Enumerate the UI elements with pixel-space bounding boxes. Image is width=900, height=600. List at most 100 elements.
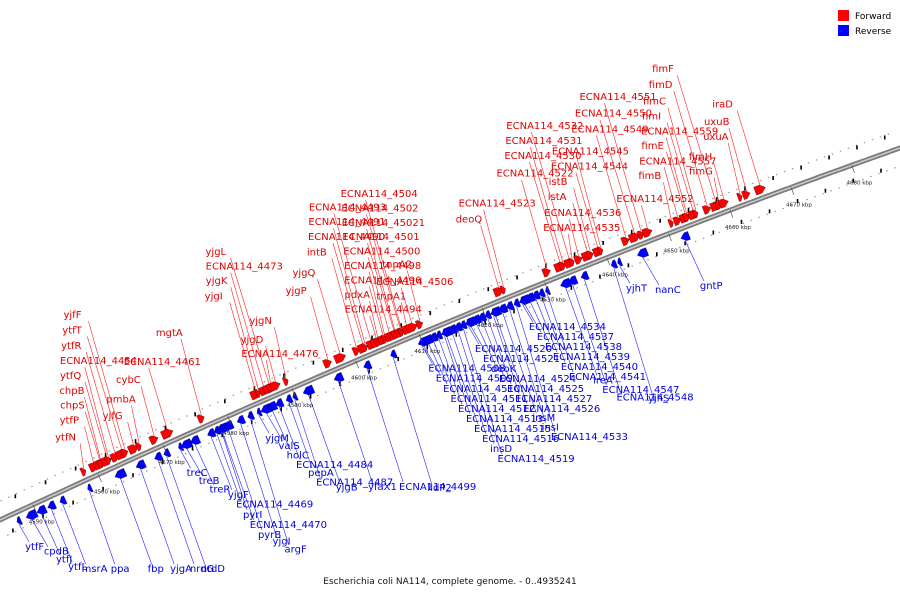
feature-marker — [712, 230, 715, 235]
tick-mark — [544, 282, 548, 291]
gene-arrow-nanc — [637, 247, 649, 258]
gene-label-ytfl: ytfL — [68, 562, 87, 573]
gene-label-ecna114-4516: ECNA114_4516 — [482, 434, 559, 445]
gene-arrow-ecna114-4524 — [478, 312, 488, 322]
gene-arrow-yjgd — [269, 381, 281, 392]
feature-marker — [516, 275, 518, 280]
feature-marker — [659, 218, 661, 223]
leader-line — [523, 303, 542, 333]
leader-line — [140, 468, 175, 565]
gene-label-ecna114-4511: ECNA114_4511 — [451, 394, 528, 405]
feature-marker — [570, 285, 573, 290]
gene-arrow-cybc — [148, 435, 159, 446]
gene-label-ecna114-4547: ECNA114_4547 — [602, 385, 679, 396]
gene-label-ecna114-4498: ECNA114_4498 — [344, 261, 421, 272]
leader-line — [462, 328, 502, 455]
gene-label-ecna114-4512: ECNA114_4512 — [458, 404, 535, 415]
leader-line — [446, 335, 479, 425]
legend-forward-label: Forward — [855, 12, 891, 22]
leader-line — [41, 513, 61, 555]
gene-label-ecna114-4559: ECNA114_4559 — [641, 126, 718, 137]
gene-arrow-yjff — [119, 448, 129, 458]
gene-label-ecna114-4502: ECNA114_4502 — [341, 203, 418, 214]
leader-line — [641, 205, 648, 230]
gene-arrow-nrdg — [154, 451, 164, 461]
gene-label-fimc: fimC — [643, 97, 666, 108]
leader-line — [258, 415, 270, 434]
gene-label-ecna114-4549: ECNA114_4549 — [571, 124, 648, 135]
gene-label-ytff: ytfF — [25, 542, 44, 553]
gene-arrow-ecna114-4551 — [636, 230, 645, 240]
gene-label-tnpa2: tnpA2 — [382, 260, 412, 271]
feature-marker — [283, 373, 285, 378]
gene-arrow-ecna114-4549 — [620, 236, 630, 247]
gene-label-uxub: uxuB — [704, 117, 730, 128]
leader-line — [229, 302, 257, 392]
leader-line — [230, 257, 270, 386]
gene-label-irad: iraD — [712, 100, 733, 111]
gene-label-ecna114-4521: ECNA114_4521 — [483, 354, 560, 365]
gene-label-trer: treR — [209, 485, 230, 496]
gene-arrow-ytfn — [79, 467, 87, 477]
tick-mark — [355, 360, 360, 369]
leader-line — [667, 107, 697, 211]
gene-arrow-fimd — [701, 205, 712, 215]
leader-line — [331, 258, 357, 348]
leader-line — [406, 270, 421, 322]
gene-arrow-ecna114-4547 — [567, 275, 579, 285]
tick-label: 4580 kbp — [223, 431, 249, 437]
gene-arrow-ytfl — [47, 500, 57, 510]
leader-line — [84, 397, 102, 461]
gene-arrow-ecna114-4512 — [435, 330, 444, 340]
leader-line — [89, 491, 116, 565]
gene-arrow-fimb — [667, 219, 674, 228]
gene-label-pyrb: pyrB — [258, 530, 281, 541]
gene-label-ecna114-4531: ECNA114_4531 — [505, 136, 582, 147]
gene-arrow-yjfg — [126, 444, 139, 455]
gene-arrow-fbp — [114, 468, 128, 479]
leader-line — [250, 419, 289, 545]
leader-line — [230, 287, 259, 391]
tick-label: 4600 kbp — [351, 376, 377, 382]
gene-arrow-yjgi — [236, 414, 247, 425]
leader-line — [470, 325, 488, 355]
feature-marker — [602, 241, 604, 246]
gene-arrow-yjhs — [610, 259, 619, 269]
gene-label-ecna114-4491: ECNA114_4491 — [308, 217, 385, 228]
feature-marker — [458, 299, 461, 304]
gene-label-yjgl: yjgL — [206, 247, 227, 258]
leader-line — [166, 456, 205, 565]
feature-marker — [397, 357, 400, 362]
gene-label-yfax1: yfaX1 — [368, 482, 397, 493]
tick-label: 4650 kbp — [664, 249, 690, 255]
gene-arrows — [16, 184, 766, 525]
leader-line — [85, 351, 116, 454]
gene-arrow-ecna114-4548 — [580, 270, 590, 281]
feature-marker — [161, 459, 164, 464]
tick-label: 4660 kbp — [725, 225, 751, 231]
gene-label-argf: argF — [285, 545, 307, 556]
leader-line — [18, 523, 30, 543]
gene-arrow-ytff — [16, 516, 23, 525]
gene-label-vals: valS — [279, 441, 300, 452]
gene-label-ecna114-4501: ECNA114_4501 — [342, 232, 419, 243]
gene-label-yjgd: yjgD — [241, 335, 264, 346]
gene-label-ecna114-45021: ECNA114_45021 — [342, 218, 426, 229]
forward-track-dots — [0, 131, 895, 502]
leader-line — [428, 342, 448, 384]
gene-label-yjgb: yjgB — [336, 483, 358, 494]
gene-arrow-treb — [180, 438, 194, 449]
leader-line — [483, 209, 504, 287]
reverse-track-dots — [6, 165, 900, 536]
gene-label-nrdd: nrdD — [201, 564, 226, 575]
leader-line — [51, 508, 73, 563]
feature-marker — [824, 188, 827, 193]
leader-line — [468, 326, 480, 345]
leader-line — [366, 214, 401, 330]
feature-marker — [883, 135, 886, 140]
gene-arrow-ytfj — [36, 504, 48, 515]
leader-line — [369, 315, 377, 340]
gene-label-deok: deoK — [491, 364, 517, 375]
leader-line — [221, 431, 248, 510]
leader-line — [265, 412, 283, 442]
